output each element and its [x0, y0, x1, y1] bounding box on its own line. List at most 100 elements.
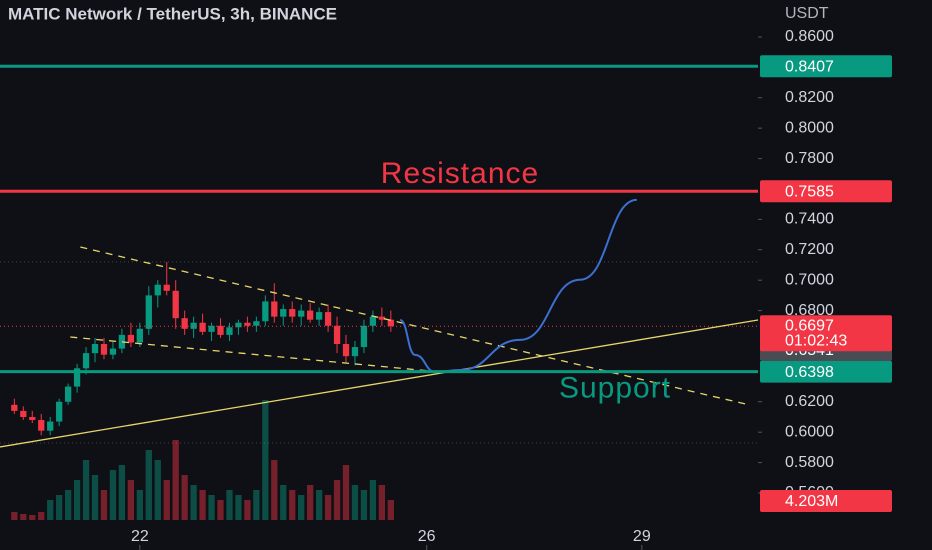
volume-bar — [342, 465, 350, 520]
countdown-label: 01:02:43 — [785, 332, 847, 349]
x-tick-label: 29 — [633, 528, 651, 545]
candle-body — [181, 318, 188, 329]
y-tick-label: 0.7800 — [785, 150, 834, 167]
volume-label: 4.203M — [785, 493, 838, 510]
candle-body — [91, 344, 99, 354]
volume-bar — [298, 495, 305, 520]
volume-bar — [324, 495, 332, 520]
chart-title: MATIC Network / TetherUS, 3h, BINANCE — [8, 4, 337, 23]
y-tick-label: 0.8000 — [785, 119, 834, 136]
candle-body — [307, 310, 314, 320]
candle-body — [262, 301, 269, 322]
volume-bar — [271, 460, 278, 520]
volume-bar — [235, 495, 242, 520]
candle-body — [333, 325, 341, 345]
axis-unit: USDT — [785, 5, 829, 22]
candle-body — [199, 322, 206, 332]
volume-bar — [163, 480, 170, 520]
volume-bar — [145, 450, 152, 520]
volume-bar — [378, 485, 386, 520]
candle-body — [127, 334, 135, 343]
volume-bar — [262, 400, 269, 520]
candle-body — [109, 348, 117, 355]
volume-bar — [82, 460, 90, 520]
x-tick-label: 22 — [131, 528, 149, 545]
volume-bar — [20, 514, 27, 520]
volume-bar — [289, 490, 296, 520]
candle-body — [289, 309, 296, 317]
candle-body — [235, 322, 242, 328]
level-annotation: Resistance — [381, 157, 539, 190]
volume-bar — [280, 485, 287, 520]
candle-body — [226, 327, 233, 335]
trendline — [80, 246, 746, 405]
projection-curve — [399, 198, 637, 373]
volume-bar — [181, 475, 188, 520]
volume-bar — [315, 490, 323, 520]
x-tick-label: 26 — [418, 528, 436, 545]
volume-bar — [11, 512, 18, 520]
volume-bar — [253, 490, 260, 520]
volume-bar — [47, 500, 54, 520]
candle-body — [82, 353, 90, 369]
y-tick-label: 0.6000 — [785, 423, 834, 440]
volume-bar — [29, 515, 36, 520]
y-tick-label: 0.8600 — [785, 28, 834, 45]
level-label: 0.7585 — [785, 183, 834, 200]
level-label-box — [760, 180, 892, 203]
candle-body — [136, 328, 143, 343]
candle-body — [56, 401, 63, 422]
volume-bar — [333, 480, 341, 520]
y-tick-label: 0.7400 — [785, 211, 834, 228]
current-price-label: 0.6697 — [785, 317, 834, 334]
current-price-box — [760, 315, 892, 352]
candle-body — [20, 410, 27, 417]
trendline — [0, 319, 759, 448]
volume-bar — [73, 480, 81, 520]
volume-bar — [109, 470, 117, 520]
volume-bar — [190, 485, 197, 520]
trendline — [70, 336, 441, 373]
level-annotation: Support — [559, 372, 671, 405]
candle-body — [253, 321, 260, 326]
candle-body — [271, 301, 278, 317]
y-tick-label: 0.7000 — [785, 271, 834, 288]
volume-bar — [91, 475, 99, 520]
volume-bar — [136, 490, 143, 520]
candle-body — [369, 316, 377, 326]
y-tick-label: 0.7200 — [785, 241, 834, 258]
volume-bar — [307, 485, 314, 520]
candle-body — [360, 325, 368, 348]
candle-body — [351, 347, 359, 357]
level-label: 0.8407 — [785, 58, 834, 75]
volume-bar — [154, 460, 161, 520]
y-tick-label: 0.8200 — [785, 89, 834, 106]
volume-bar — [118, 465, 126, 520]
level-label-box — [760, 55, 892, 78]
volume-label-box — [760, 490, 892, 512]
volume-bar — [199, 490, 206, 520]
candle-body — [118, 334, 126, 349]
volume-bar — [217, 500, 224, 520]
volume-bar — [208, 495, 215, 520]
candle-body — [298, 310, 305, 317]
candle-body — [280, 309, 287, 317]
candle-body — [100, 344, 108, 355]
level-label-box — [760, 360, 892, 383]
volume-bar — [172, 440, 179, 520]
candle-body — [378, 316, 386, 320]
y-tick-label: 0.6200 — [785, 393, 834, 410]
volume-bar — [56, 495, 63, 520]
volume-bar — [100, 490, 108, 520]
y-tick-label: 0.5800 — [785, 454, 834, 471]
candle-body — [73, 368, 81, 387]
candle-body — [324, 312, 332, 326]
volume-bar — [351, 485, 359, 520]
volume-bar — [127, 480, 135, 520]
volume-bar — [360, 490, 368, 520]
candle-body — [154, 284, 161, 296]
volume-bar — [38, 512, 45, 520]
candle-body — [11, 404, 18, 411]
candle-body — [47, 421, 54, 431]
